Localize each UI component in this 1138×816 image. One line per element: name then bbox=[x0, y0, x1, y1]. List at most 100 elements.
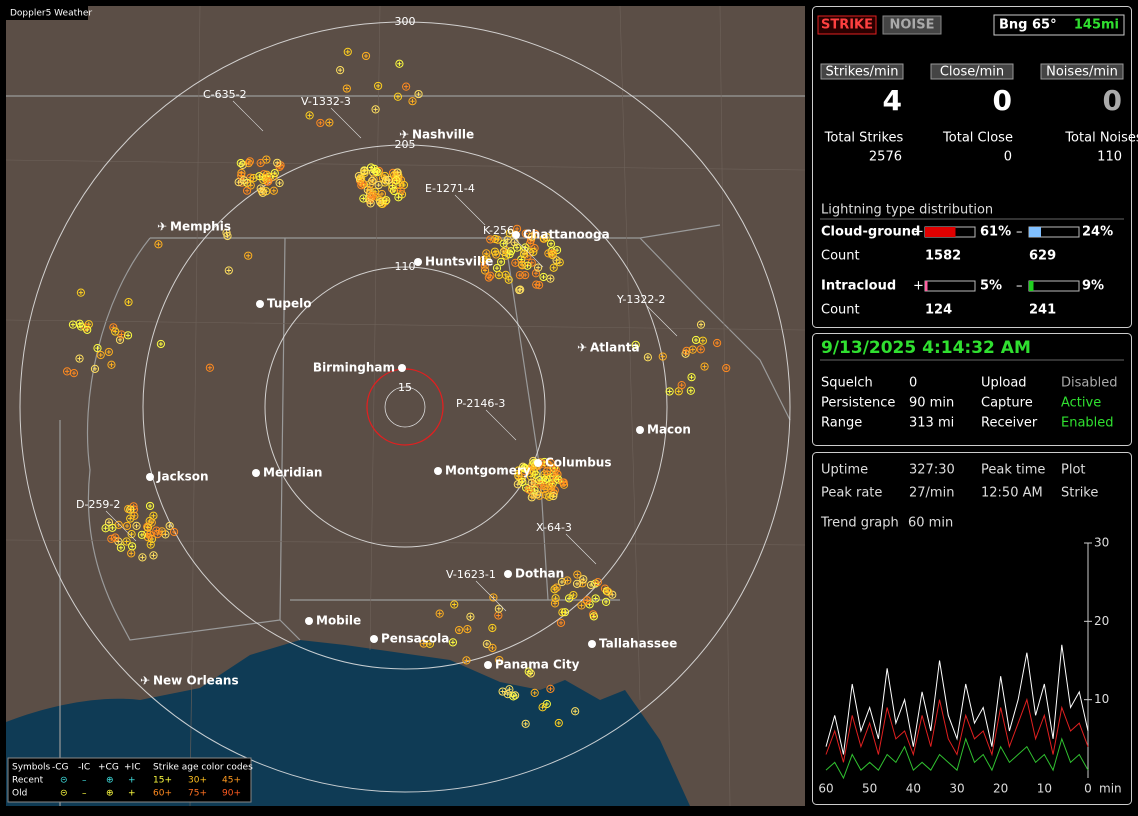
city-dot bbox=[398, 364, 406, 372]
storm-label: P-2146-3 bbox=[456, 397, 505, 410]
dist-label: Intracloud bbox=[821, 279, 896, 294]
x-tick-label: 20 bbox=[993, 782, 1008, 796]
clock-cell: 90 min bbox=[909, 396, 954, 411]
legend-icon: ⊝ bbox=[60, 789, 68, 799]
legend-icon: ⊝ bbox=[60, 776, 68, 786]
legend-icon: ⊕ bbox=[106, 776, 114, 786]
count: 629 bbox=[1029, 249, 1056, 264]
clock-cell: 0 bbox=[909, 376, 917, 391]
rate-label: Noises/min bbox=[1046, 65, 1118, 80]
airport-icon: ✈ bbox=[140, 674, 150, 688]
dist-label: Cloud-ground bbox=[821, 225, 920, 240]
city-dot bbox=[484, 661, 492, 669]
legend-type: -CG bbox=[52, 763, 69, 773]
dist-bar bbox=[925, 227, 956, 237]
x-tick-label: 10 bbox=[1037, 782, 1052, 796]
panel bbox=[813, 453, 1132, 805]
dist-bar bbox=[1029, 281, 1034, 291]
dist-bar-bg bbox=[1029, 281, 1079, 291]
total-value: 0 bbox=[1004, 150, 1012, 165]
legend-icon: – bbox=[82, 776, 87, 786]
city-label: Chattanooga bbox=[523, 228, 610, 242]
y-tick-label: 30 bbox=[1094, 536, 1109, 550]
noise-label: NOISE bbox=[889, 18, 934, 33]
storm-label: Y-1322-2 bbox=[616, 293, 665, 306]
rate-value: 0 bbox=[993, 84, 1012, 117]
city-dot bbox=[305, 617, 313, 625]
legend-age: 60+ bbox=[153, 789, 172, 799]
stat-cell: Peak time bbox=[981, 463, 1045, 478]
city-label: Montgomery bbox=[445, 464, 531, 478]
brand: Doppler5 Weather bbox=[10, 9, 92, 19]
y-tick-label: 10 bbox=[1094, 692, 1109, 706]
trend-label: Trend graph bbox=[820, 516, 899, 531]
dist-pct: 5% bbox=[980, 279, 1002, 294]
clock-cell: Active bbox=[1061, 396, 1101, 411]
city-label: Huntsville bbox=[425, 255, 493, 269]
x-tick-label: 50 bbox=[862, 782, 877, 796]
legend-recent: Recent bbox=[12, 776, 44, 786]
legend-icon: ⊕ bbox=[106, 789, 114, 799]
legend-icon: – bbox=[82, 789, 87, 799]
city-label: Tupelo bbox=[267, 297, 312, 311]
datetime: 9/13/2025 4:14:32 AM bbox=[821, 338, 1031, 358]
legend-age: 75+ bbox=[188, 789, 207, 799]
x-tick-label: 60 bbox=[818, 782, 833, 796]
clock-cell: Capture bbox=[981, 396, 1033, 411]
clock-cell: Enabled bbox=[1061, 416, 1114, 431]
total-value: 110 bbox=[1097, 150, 1122, 165]
dist-sign: + bbox=[913, 225, 924, 240]
stat-cell: Uptime bbox=[821, 463, 868, 478]
city-dot bbox=[504, 570, 512, 578]
storm-label: D-259-2 bbox=[76, 498, 120, 511]
clock-cell: Disabled bbox=[1061, 376, 1117, 391]
city-dot bbox=[370, 635, 378, 643]
x-tick-label: 40 bbox=[906, 782, 921, 796]
legend-type: +CG bbox=[98, 763, 119, 773]
city-dot bbox=[636, 426, 644, 434]
city-dot bbox=[146, 473, 154, 481]
city-label: Dothan bbox=[515, 567, 564, 581]
storm-label: X-64-3 bbox=[536, 521, 572, 534]
city-dot bbox=[252, 469, 260, 477]
rate-value: 0 bbox=[1103, 84, 1122, 117]
city-dot bbox=[534, 459, 542, 467]
storm-label: K-256 bbox=[483, 224, 514, 237]
city-label: Macon bbox=[647, 423, 691, 437]
status-panel: STRIKE NOISE Bng 65° 145mi Strikes/min4T… bbox=[813, 7, 1138, 328]
dist-pct: 61% bbox=[980, 225, 1011, 240]
dist-bar bbox=[1029, 227, 1041, 237]
distribution-title: Lightning type distribution bbox=[821, 203, 993, 218]
ring-label: 300 bbox=[395, 15, 416, 28]
x-tick-label: 30 bbox=[949, 782, 964, 796]
dist-sign: + bbox=[913, 279, 924, 294]
airport-icon: ✈ bbox=[577, 341, 587, 355]
x-label: min bbox=[1099, 782, 1122, 796]
clock-cell: Range bbox=[821, 416, 862, 431]
clock-cell: Upload bbox=[981, 376, 1027, 391]
storm-label: V-1623-1 bbox=[446, 568, 496, 581]
stat-cell: Strike bbox=[1061, 486, 1098, 501]
city-label: Mobile bbox=[316, 614, 361, 628]
airport-icon: ✈ bbox=[157, 220, 167, 234]
city-label: Panama City bbox=[495, 658, 580, 672]
city-dot bbox=[256, 300, 264, 308]
stat-cell: 27/min bbox=[909, 486, 954, 501]
count: 241 bbox=[1029, 303, 1056, 318]
dist-sign: – bbox=[1016, 279, 1023, 294]
x-tick-label: 0 bbox=[1084, 782, 1092, 796]
dist-pct: 24% bbox=[1082, 225, 1113, 240]
dist-bar-bg bbox=[925, 281, 975, 291]
rate-label: Close/min bbox=[940, 65, 1004, 80]
dist-pct: 9% bbox=[1082, 279, 1104, 294]
strike-label: STRIKE bbox=[821, 18, 873, 33]
storm-label: E-1271-4 bbox=[425, 182, 475, 195]
total-value: 2576 bbox=[869, 150, 902, 165]
legend-old: Old bbox=[12, 789, 27, 799]
total-label: Total Close bbox=[942, 131, 1013, 146]
city-dot bbox=[588, 640, 596, 648]
stat-cell: 12:50 AM bbox=[981, 486, 1043, 501]
city-label: Nashville bbox=[412, 128, 474, 142]
